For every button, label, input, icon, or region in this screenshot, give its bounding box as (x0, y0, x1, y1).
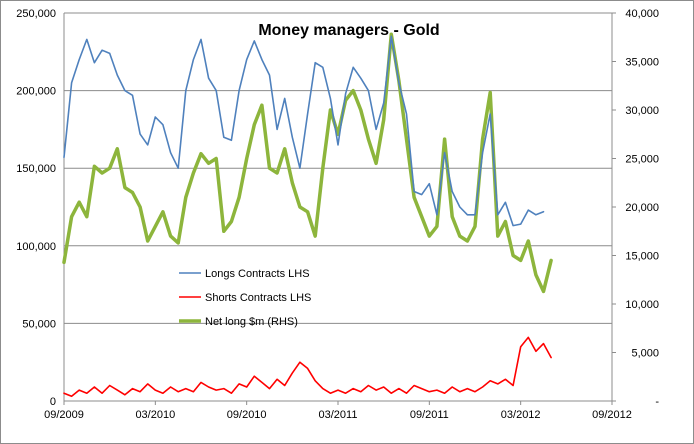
series-line-shorts-contracts-lhs (63, 336, 552, 398)
x-tick-label: 09/2012 (592, 409, 632, 421)
x-axis: 09/2009 03/2010 09/2010 03/2011 09/2011 03/20… (44, 401, 632, 421)
right-tick-label: 35,000 (625, 57, 659, 69)
legend-label-shorts-contracts-lhs: Shorts Contracts LHS (205, 292, 311, 304)
left-tick-label: 0 (50, 396, 56, 408)
left-axis: 0 50,000 100,000 150,000 200,000 250,000 (16, 8, 65, 408)
x-tick-label: 03/2012 (501, 409, 541, 421)
right-tick-label: 30,000 (625, 105, 659, 117)
left-tick-label: 100,000 (16, 241, 56, 253)
right-tick-label: 10,000 (625, 299, 659, 311)
legend: Longs Contracts LHS Shorts Contracts LHS N… (179, 268, 311, 328)
series-line-longs-contracts-lhs (63, 35, 545, 227)
right-tick-label: 40,000 (625, 8, 659, 20)
right-tick-label: 15,000 (625, 251, 659, 263)
left-tick-label: 50,000 (22, 318, 56, 330)
right-tick-label: 5,000 (631, 348, 659, 360)
right-tick-label: 20,000 (625, 202, 659, 214)
right-axis: - 5,000 10,000 15,000 20,000 25,000 30,000 35,0… (611, 8, 659, 408)
x-tick-label: 03/2011 (319, 409, 358, 421)
x-tick-label: 03/2010 (135, 409, 175, 421)
right-tick-label: 25,000 (625, 154, 659, 166)
left-tick-label: 200,000 (16, 86, 56, 98)
left-tick-label: 250,000 (16, 8, 56, 20)
x-tick-label: 09/2011 (410, 409, 449, 421)
x-tick-label: 09/2009 (44, 409, 84, 421)
series-layer (62, 32, 553, 398)
series-line-net-long-m-rhs (62, 32, 553, 294)
right-tick-label: - (655, 396, 659, 408)
gridlines (64, 12, 612, 402)
legend-label-longs-contracts-lhs: Longs Contracts LHS (205, 268, 310, 280)
legend-label-net-long-m-rhs: Net long $m (RHS) (205, 316, 298, 328)
chart-title: Money managers - Gold (258, 22, 439, 39)
x-tick-label: 09/2010 (227, 409, 267, 421)
left-tick-label: 150,000 (16, 163, 56, 175)
